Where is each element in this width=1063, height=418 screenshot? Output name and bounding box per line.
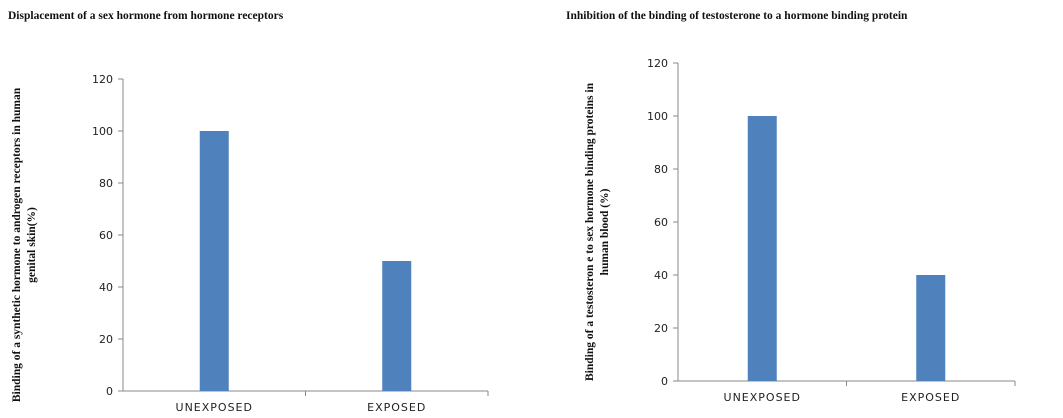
y-tick-label: 100 — [647, 110, 668, 123]
y-axis-label: Binding of a testosteron e to sex hormon… — [584, 82, 611, 381]
x-category-label: UNEXPOSED — [724, 391, 801, 404]
y-tick-label: 60 — [99, 229, 113, 242]
bar-unexposed — [199, 131, 229, 391]
bar-chart: 0 20 40 60 80 100 120 UNEXPOSED EXPOSED Binding o… — [11, 73, 489, 414]
y-tick-label: 40 — [654, 269, 668, 282]
chart-title: Displacement of a sex hormone from hormo… — [8, 10, 284, 22]
y-tick-label: 100 — [92, 125, 113, 138]
y-tick-label: 20 — [99, 333, 113, 346]
x-category-label: EXPOSED — [367, 401, 426, 414]
bar-chart: 0 20 40 60 80 100 120 UNEXPOSED EXPOSED Binding o… — [584, 57, 1016, 404]
y-axis-label-line: genital skin(%) — [26, 207, 38, 283]
chart-panel-inhibition: Inhibition of the binding of testosteron… — [531, 0, 1063, 418]
x-category-label: EXPOSED — [901, 391, 960, 404]
x-category-label: UNEXPOSED — [176, 401, 253, 414]
y-tick-label: 60 — [654, 216, 668, 229]
bar-exposed — [382, 261, 412, 391]
y-axis-label: Binding of a synthetic hormone to androg… — [11, 87, 38, 402]
y-tick-label: 0 — [106, 385, 113, 398]
y-tick-label: 120 — [92, 73, 113, 86]
y-tick-label: 120 — [647, 57, 668, 70]
bar-unexposed — [747, 116, 777, 381]
bar-exposed — [916, 275, 946, 381]
y-tick-label: 20 — [654, 322, 668, 335]
chart-title: Inhibition of the binding of testosteron… — [566, 10, 908, 22]
y-axis-label-line: Binding of a testosteron e to sex hormon… — [584, 82, 596, 381]
y-tick-label: 80 — [99, 177, 113, 190]
chart-panel-displacement: Displacement of a sex hormone from hormo… — [0, 0, 531, 418]
y-axis-label-line: Binding of a synthetic hormone to androg… — [11, 87, 23, 402]
y-axis-label-line: human blood (%) — [599, 188, 611, 275]
y-tick-label: 80 — [654, 163, 668, 176]
y-tick-label: 40 — [99, 281, 113, 294]
y-tick-label: 0 — [661, 375, 668, 388]
